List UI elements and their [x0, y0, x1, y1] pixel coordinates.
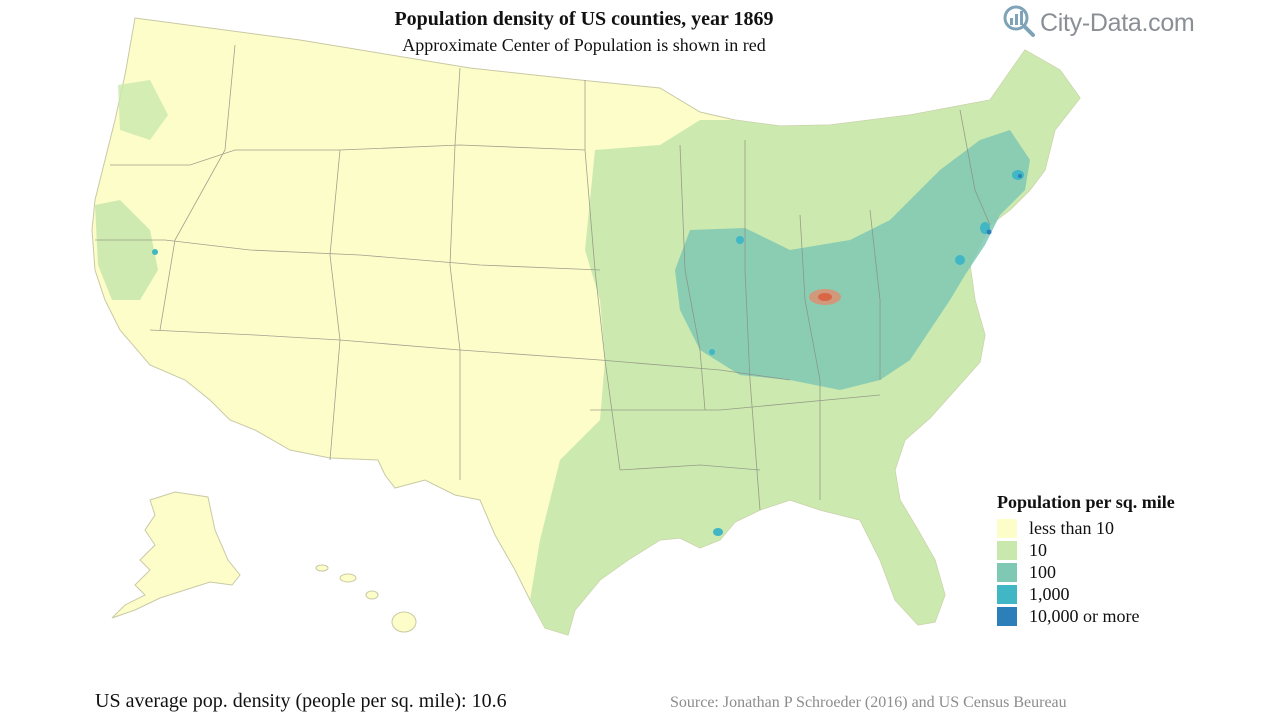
logo-text: City-Data.com — [1040, 8, 1195, 37]
legend-label: less than 10 — [1029, 517, 1114, 538]
city-data-logo: City-Data.com — [1002, 4, 1195, 43]
legend-item: less than 10 — [997, 517, 1227, 539]
map-subtitle: Approximate Center of Population is show… — [402, 35, 766, 55]
legend-swatch — [997, 540, 1017, 560]
legend-swatch — [997, 562, 1017, 582]
map-title: Population density of US counties, year … — [394, 8, 774, 30]
map-hawaii — [315, 564, 417, 633]
source-credit: Source: Jonathan P Schroeder (2016) and … — [670, 694, 1067, 711]
legend-swatch — [997, 606, 1017, 626]
legend-label: 10 — [1029, 539, 1047, 560]
average-density-note: US average pop. density (people per sq. … — [95, 690, 507, 712]
map-density-10-westcoast — [95, 200, 158, 300]
legend-item: 10,000 or more — [997, 605, 1227, 627]
map-density-10-oregon — [118, 80, 168, 140]
legend-swatch — [997, 584, 1017, 604]
map-density-10000-spots — [986, 174, 1022, 235]
legend-item: 10 — [997, 539, 1227, 561]
center-of-population-marker — [809, 289, 841, 305]
legend-swatch — [997, 518, 1017, 538]
legend-item: 1,000 — [997, 583, 1227, 605]
map-density-1000-spots — [152, 170, 1024, 536]
legend: Population per sq. mile less than 10 10 … — [997, 492, 1227, 627]
legend-label: 100 — [1029, 561, 1056, 582]
magnifier-chart-icon — [1002, 4, 1036, 43]
legend-item: 100 — [997, 561, 1227, 583]
map-density-100-region — [675, 130, 1030, 390]
map-alaska — [111, 491, 241, 619]
map-state-boundaries — [95, 44, 991, 511]
legend-label: 1,000 — [1029, 583, 1070, 604]
legend-label: 10,000 or more — [1029, 605, 1140, 626]
legend-title: Population per sq. mile — [997, 492, 1175, 512]
